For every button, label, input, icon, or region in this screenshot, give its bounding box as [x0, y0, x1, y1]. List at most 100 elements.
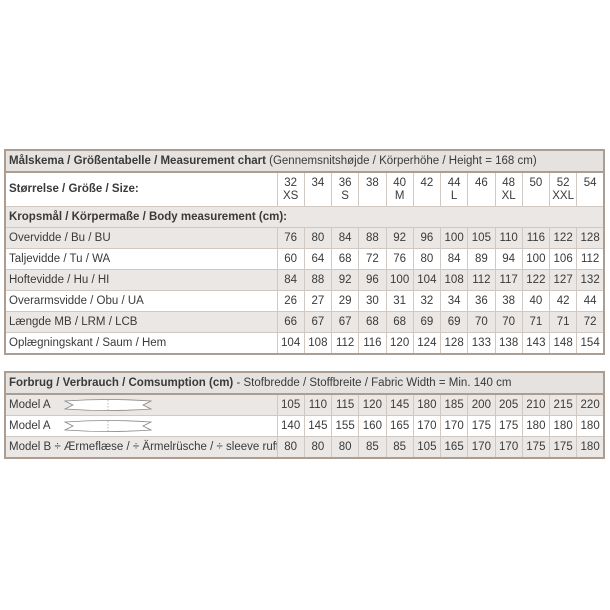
row-label-text: Taljevidde / Tu / WA: [9, 253, 111, 265]
value-cell: 180: [521, 415, 551, 437]
value-cell: 110: [494, 227, 523, 249]
row-label-text: Model A: [9, 399, 51, 412]
value-cell: 80: [412, 248, 442, 270]
data-row: Model A 140 145 155 160 165 170 170 175 175 180 180…: [4, 415, 605, 437]
value-cell: 112: [576, 248, 605, 270]
section-title: Kropsmål / Körpermaße / Body measurement…: [9, 211, 287, 223]
data-row: Model B ÷ Ærmeflæse / ÷ Ärmelrüsche / ÷ …: [4, 436, 605, 459]
row-label-text: Hoftevidde / Hu / HI: [9, 274, 110, 286]
size-letter: XL: [501, 189, 516, 202]
size-number: 42: [420, 176, 434, 189]
value-cell: 145: [303, 415, 333, 437]
value-cell: 96: [358, 269, 387, 291]
value-cell: 124: [412, 332, 442, 355]
value-cell: 70: [494, 311, 523, 333]
header-title: Forbrug / Verbrauch / Comsumption (cm): [9, 377, 234, 389]
row-label-text: Oplægningskant / Saum / Hem: [9, 337, 167, 349]
value-cell: 70: [467, 311, 496, 333]
value-cell: 42: [548, 290, 578, 312]
value-cell: 38: [494, 290, 523, 312]
value-cell: 68: [330, 248, 360, 270]
row-label-text: Overarmsvidde / Obu / UA: [9, 295, 144, 307]
value-cell: 92: [330, 269, 360, 291]
size-cell: 48 XL: [494, 171, 523, 207]
value-cell: 116: [521, 227, 551, 249]
value-cell: 26: [276, 290, 305, 312]
value-cell: 67: [330, 311, 360, 333]
value-cell: 120: [385, 332, 414, 355]
value-cell: 100: [521, 248, 551, 270]
row-label: Model B ÷ Ærmeflæse / ÷ Ärmelrüsche / ÷ …: [4, 436, 278, 459]
data-row: Taljevidde / Tu / WA 60 64 68 72 76 80 84 89 94 10…: [4, 248, 605, 270]
value-cell: 170: [494, 436, 523, 459]
value-cell: 160: [358, 415, 387, 437]
size-number: 38: [365, 176, 379, 189]
size-cell: 36 S: [330, 171, 360, 207]
value-cell: 210: [521, 393, 551, 416]
value-cell: 68: [358, 311, 387, 333]
value-cell: 72: [358, 248, 387, 270]
value-cell: 132: [576, 269, 605, 291]
value-cell: 30: [358, 290, 387, 312]
value-cell: 85: [358, 436, 387, 459]
row-label-text: Model A: [9, 420, 51, 433]
header-cell: Forbrug / Verbrauch / Comsumption (cm) -…: [4, 371, 605, 395]
value-cell: 128: [576, 227, 605, 249]
data-row: Overvidde / Bu / BU 76 80 84 88 92 96 100 105 110…: [4, 227, 605, 249]
size-cell: 42: [412, 171, 442, 207]
value-cell: 27: [303, 290, 333, 312]
value-cell: 105: [412, 436, 442, 459]
size-row: Størrelse / Größe / Size: 32 XS 34 36 S 38 40 M 4…: [4, 171, 605, 207]
data-row: Længde MB / LRM / LCB 66 67 67 68 68 69 69 70 70 7…: [4, 311, 605, 333]
value-cell: 175: [467, 415, 496, 437]
value-cell: 80: [303, 227, 333, 249]
size-letter: S: [341, 189, 349, 202]
row-label: Model A: [4, 393, 278, 416]
value-cell: 92: [385, 227, 414, 249]
value-cell: 128: [439, 332, 469, 355]
value-cell: 122: [521, 269, 551, 291]
value-cell: 220: [576, 393, 605, 416]
garment-icon: [63, 399, 153, 411]
value-cell: 138: [494, 332, 523, 355]
row-label: Model A: [4, 415, 278, 437]
header-note: (Gennemsnitshøjde / Körperhöhe / Height …: [269, 155, 537, 167]
value-cell: 155: [330, 415, 360, 437]
value-cell: 108: [303, 332, 333, 355]
value-cell: 110: [303, 393, 333, 416]
value-cell: 84: [330, 227, 360, 249]
value-cell: 76: [385, 248, 414, 270]
value-cell: 148: [548, 332, 578, 355]
size-number: 50: [529, 176, 543, 189]
size-cell: 52 XXL: [548, 171, 578, 207]
value-cell: 175: [548, 436, 578, 459]
value-cell: 112: [467, 269, 496, 291]
value-cell: 165: [439, 436, 469, 459]
value-cell: 60: [276, 248, 305, 270]
value-cell: 120: [358, 393, 387, 416]
value-cell: 94: [494, 248, 523, 270]
data-row: Model A 105 110 115 120 145 180 185 200 205 210 215…: [4, 393, 605, 416]
size-cell: 46: [467, 171, 496, 207]
row-label: Hoftevidde / Hu / HI: [4, 269, 278, 291]
size-cell: 32 XS: [276, 171, 305, 207]
value-cell: 80: [276, 436, 305, 459]
value-cell: 71: [521, 311, 551, 333]
row-label-text: Model B ÷ Ærmeflæse / ÷ Ärmelrüsche / ÷ …: [9, 441, 277, 453]
value-cell: 180: [576, 436, 605, 459]
size-letter: XXL: [552, 189, 574, 202]
value-cell: 34: [439, 290, 469, 312]
value-cell: 105: [467, 227, 496, 249]
value-cell: 100: [385, 269, 414, 291]
value-cell: 88: [303, 269, 333, 291]
size-number: 34: [311, 176, 325, 189]
value-cell: 170: [412, 415, 442, 437]
value-cell: 143: [521, 332, 551, 355]
value-cell: 31: [385, 290, 414, 312]
value-cell: 105: [276, 393, 305, 416]
data-row: Hoftevidde / Hu / HI 84 88 92 96 100 104 108 112…: [4, 269, 605, 291]
size-cell: 44 L: [439, 171, 469, 207]
value-cell: 69: [439, 311, 469, 333]
value-cell: 88: [358, 227, 387, 249]
